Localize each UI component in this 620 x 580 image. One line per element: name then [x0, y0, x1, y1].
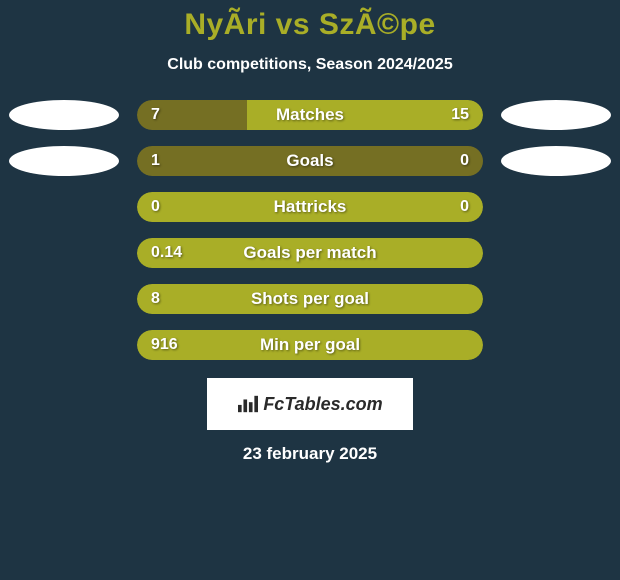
stat-value-left: 0: [151, 192, 160, 222]
stat-value-left: 0.14: [151, 238, 182, 268]
comparison-bar: Shots per goal8: [137, 284, 483, 314]
logo-text: FcTables.com: [263, 394, 382, 415]
comparison-row: Goals per match0.14: [0, 238, 620, 268]
spacer: [501, 192, 611, 222]
logo-box: FcTables.com: [207, 378, 413, 430]
spacer: [501, 330, 611, 360]
spacer: [9, 192, 119, 222]
stat-label: Goals per match: [137, 238, 483, 268]
stat-value-right: 0: [460, 146, 469, 176]
comparison-row: Goals1 0: [0, 146, 620, 176]
date-text: 23 february 2025: [0, 444, 620, 464]
spacer: [501, 238, 611, 268]
stat-label: Matches: [137, 100, 483, 130]
comparison-bar: Hattricks0 0: [137, 192, 483, 222]
stat-label: Shots per goal: [137, 284, 483, 314]
comparison-row: Shots per goal8: [0, 284, 620, 314]
logo-inner: FcTables.com: [237, 394, 382, 415]
comparison-bar: Matches7 15: [137, 100, 483, 130]
comparison-rows: Matches715Goals10Hattricks00Goals per ma…: [0, 100, 620, 360]
spacer: [9, 330, 119, 360]
player-marker-left: [9, 146, 119, 176]
stat-value-left: 7: [151, 100, 160, 130]
comparison-row: Matches7 15: [0, 100, 620, 130]
bar-chart-icon: [237, 394, 259, 414]
stat-label: Goals: [137, 146, 483, 176]
stat-value-right: 15: [451, 100, 469, 130]
subtitle: Club competitions, Season 2024/2025: [0, 56, 620, 74]
stat-value-left: 1: [151, 146, 160, 176]
spacer: [9, 238, 119, 268]
player-marker-right: [501, 146, 611, 176]
stat-label: Hattricks: [137, 192, 483, 222]
comparison-bar: Min per goal916: [137, 330, 483, 360]
spacer: [9, 284, 119, 314]
page-title: NyÃri vs SzÃ©pe: [0, 8, 620, 42]
stat-value-left: 916: [151, 330, 178, 360]
comparison-row: Min per goal916: [0, 330, 620, 360]
comparison-row: Hattricks0 0: [0, 192, 620, 222]
player-marker-left: [9, 100, 119, 130]
player-marker-right: [501, 100, 611, 130]
stat-value-right: 0: [460, 192, 469, 222]
stat-label: Min per goal: [137, 330, 483, 360]
spacer: [501, 284, 611, 314]
comparison-bar: Goals per match0.14: [137, 238, 483, 268]
comparison-bar: Goals1 0: [137, 146, 483, 176]
stat-value-left: 8: [151, 284, 160, 314]
infographic-container: NyÃri vs SzÃ©pe Club competitions, Seaso…: [0, 0, 620, 580]
